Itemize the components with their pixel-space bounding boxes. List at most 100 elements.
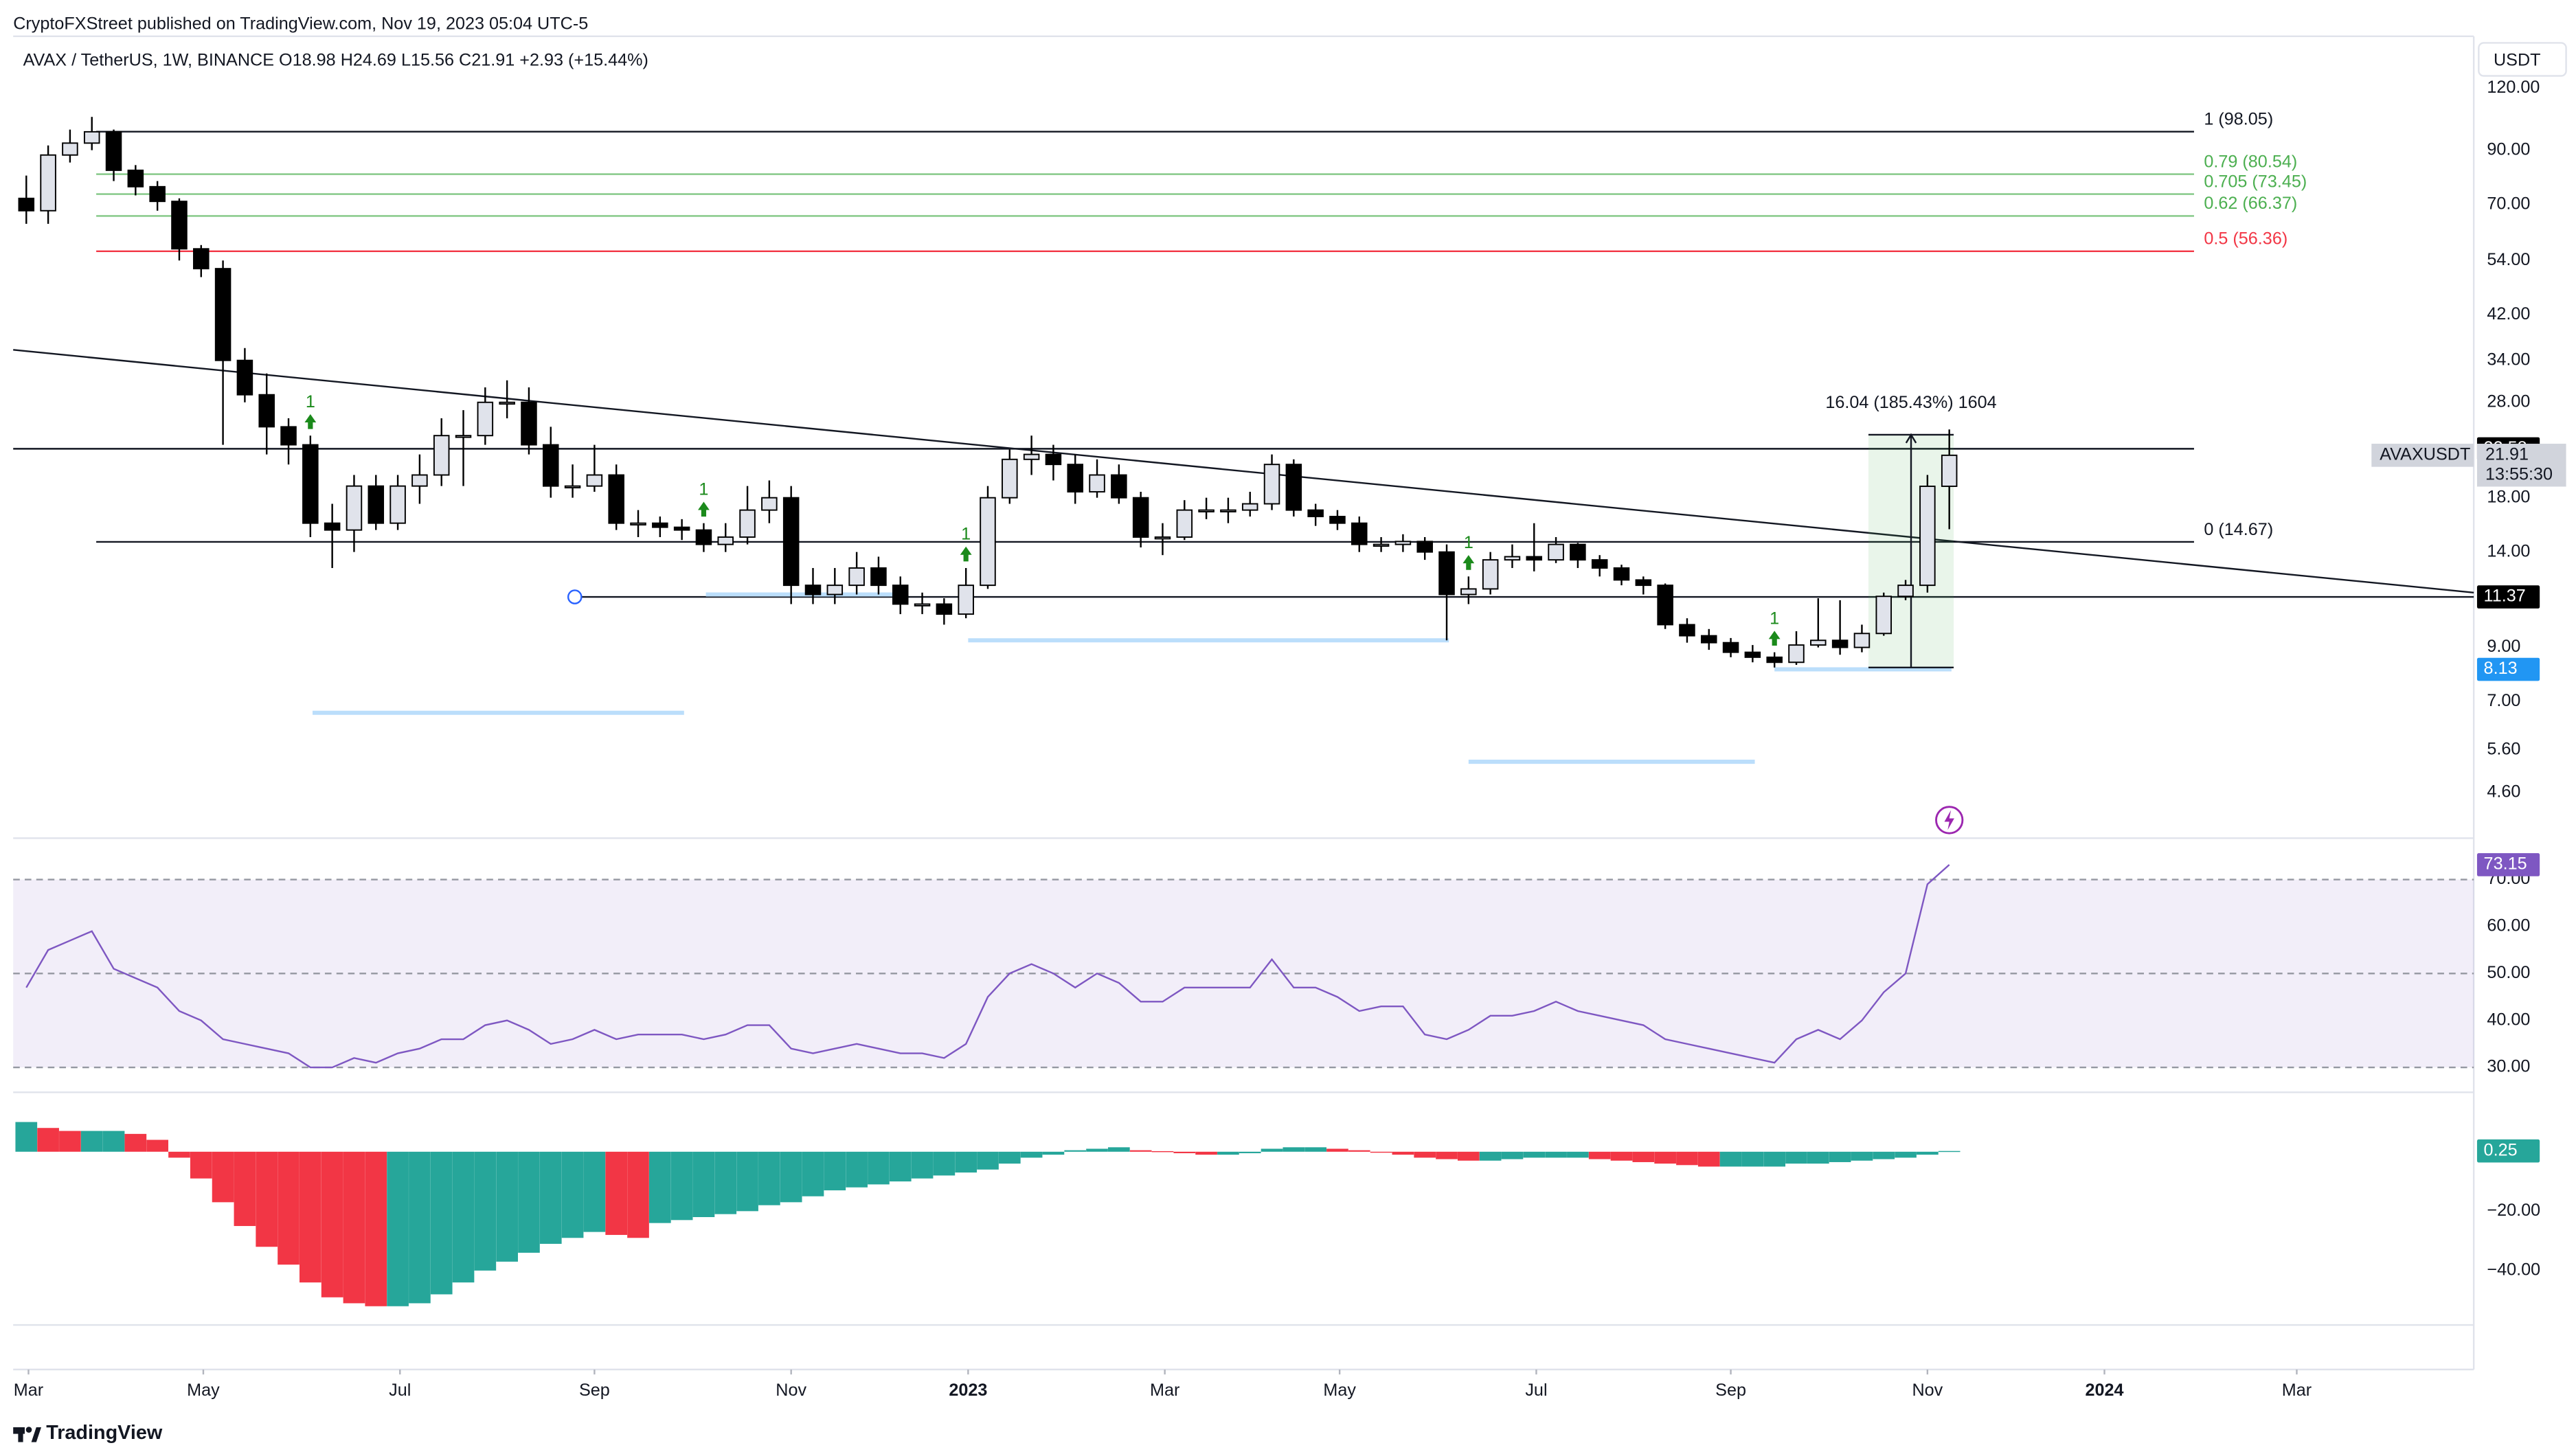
histogram-bar (1457, 1151, 1480, 1161)
candle-body (1722, 642, 1739, 653)
x-tick-label: Jul (1525, 1381, 1547, 1400)
y-tick-label: 7.00 (2487, 691, 2520, 710)
candle-body (1788, 644, 1805, 663)
rsi-tag-bg (2476, 853, 2540, 876)
histogram-bar (998, 1151, 1021, 1164)
last-price: 21.91 (2485, 445, 2529, 464)
histogram-bar (1895, 1151, 1917, 1158)
candle-body (1460, 588, 1477, 595)
histogram-bar (1326, 1148, 1348, 1152)
signal-arrow (1462, 555, 1475, 570)
signal-arrow (960, 546, 972, 562)
y-tick-label: 4.60 (2487, 782, 2520, 801)
candle-body (564, 485, 581, 489)
candle-body (411, 474, 428, 487)
fib-label: 0.5 (56.36) (2204, 229, 2287, 249)
signal-arrow (698, 501, 710, 517)
candle-body (1220, 509, 1236, 512)
x-tick-label: Sep (579, 1381, 610, 1400)
histogram-bar (1392, 1151, 1414, 1155)
candle-body (499, 401, 515, 405)
currency[interactable]: USDT (2494, 51, 2541, 70)
y-tick-label: 5.60 (2487, 739, 2520, 758)
histogram-bar (80, 1131, 103, 1152)
price-tag: 8.13 (2484, 659, 2518, 678)
histogram-bar (1917, 1151, 1939, 1155)
histogram-bar (1283, 1147, 1305, 1152)
histogram-bar (780, 1151, 802, 1203)
fib-label: 0 (14.67) (2204, 520, 2273, 539)
histogram-bar (933, 1151, 956, 1176)
candle-body (1853, 633, 1871, 648)
histogram-bar (430, 1151, 453, 1295)
candle-body (586, 474, 603, 487)
histogram-bar (452, 1151, 475, 1283)
histogram-bar (102, 1131, 125, 1152)
candle-body (477, 401, 494, 437)
fib-label: 0.62 (66.37) (2204, 194, 2297, 213)
x-tick-label: Mar (14, 1381, 43, 1400)
candle-body (1941, 454, 1958, 487)
histogram-bar (1829, 1151, 1851, 1162)
histogram-bar (59, 1131, 81, 1152)
candle-body (214, 268, 231, 361)
y-tick-label: 40.00 (2487, 1010, 2530, 1029)
histogram-bar (1195, 1151, 1217, 1155)
histogram-bar (1042, 1151, 1065, 1155)
candle-body (40, 154, 56, 212)
histogram-bar (212, 1151, 234, 1203)
drawing-line (13, 349, 2474, 593)
candle-body (542, 444, 559, 487)
histogram-bar (802, 1151, 824, 1196)
histogram-bar (1545, 1151, 1567, 1158)
x-tick-label: Nov (776, 1381, 806, 1400)
currency-box[interactable] (2478, 42, 2567, 77)
signal-label: 1 (1464, 533, 1473, 552)
candle-body (782, 497, 800, 587)
candle-body (1875, 595, 1893, 635)
histogram-bar (758, 1151, 780, 1205)
y-tick-label: 34.00 (2487, 350, 2530, 369)
x-tick-label: May (187, 1381, 220, 1400)
histogram-bar (1370, 1151, 1392, 1153)
histogram-bar (256, 1151, 278, 1247)
histogram-bar (1807, 1151, 1829, 1164)
y-tick-label: 54.00 (2487, 250, 2530, 269)
histogram-bar (1436, 1151, 1458, 1159)
histogram-bar (1348, 1150, 1370, 1152)
histogram-bar (1567, 1151, 1589, 1158)
histogram-bar (539, 1151, 562, 1244)
histogram-bar (1239, 1151, 1261, 1153)
logo-part (18, 1427, 23, 1442)
histogram-bar (1129, 1150, 1152, 1152)
candle-body (1329, 516, 1346, 524)
histogram-bar (1173, 1151, 1196, 1153)
y-tick-label: 30.00 (2487, 1057, 2530, 1076)
histogram-bar (37, 1128, 59, 1152)
candle-body (980, 497, 996, 587)
histogram-bar (1501, 1151, 1524, 1159)
histogram-bar (561, 1151, 584, 1238)
candle-body (1394, 541, 1412, 545)
histogram-bar (15, 1122, 38, 1152)
candle-body (1700, 635, 1717, 644)
candle-body (826, 585, 844, 595)
y-tick-label: −20.00 (2487, 1201, 2540, 1220)
histogram-bar (670, 1151, 693, 1221)
candle-body (870, 567, 887, 587)
histogram-bar (124, 1133, 147, 1152)
histogram-bar (190, 1151, 212, 1179)
histogram-bar (1654, 1151, 1676, 1164)
candle-body (1548, 543, 1564, 561)
candle-body (1241, 503, 1258, 511)
candle-body (433, 435, 450, 476)
histogram-tag-bg (2476, 1139, 2540, 1163)
logo-part (25, 1427, 32, 1433)
fib-label: 0.705 (73.45) (2204, 172, 2307, 191)
histogram-bar (977, 1151, 999, 1170)
candle-body (62, 142, 78, 156)
histogram-bar (583, 1151, 606, 1232)
candle-body (739, 509, 756, 538)
logo-part (31, 1427, 42, 1442)
candle-body (368, 485, 385, 524)
